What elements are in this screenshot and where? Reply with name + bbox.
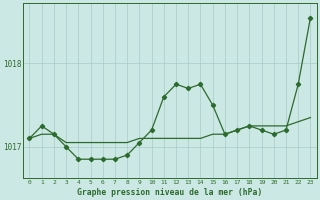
X-axis label: Graphe pression niveau de la mer (hPa): Graphe pression niveau de la mer (hPa) bbox=[77, 188, 263, 197]
